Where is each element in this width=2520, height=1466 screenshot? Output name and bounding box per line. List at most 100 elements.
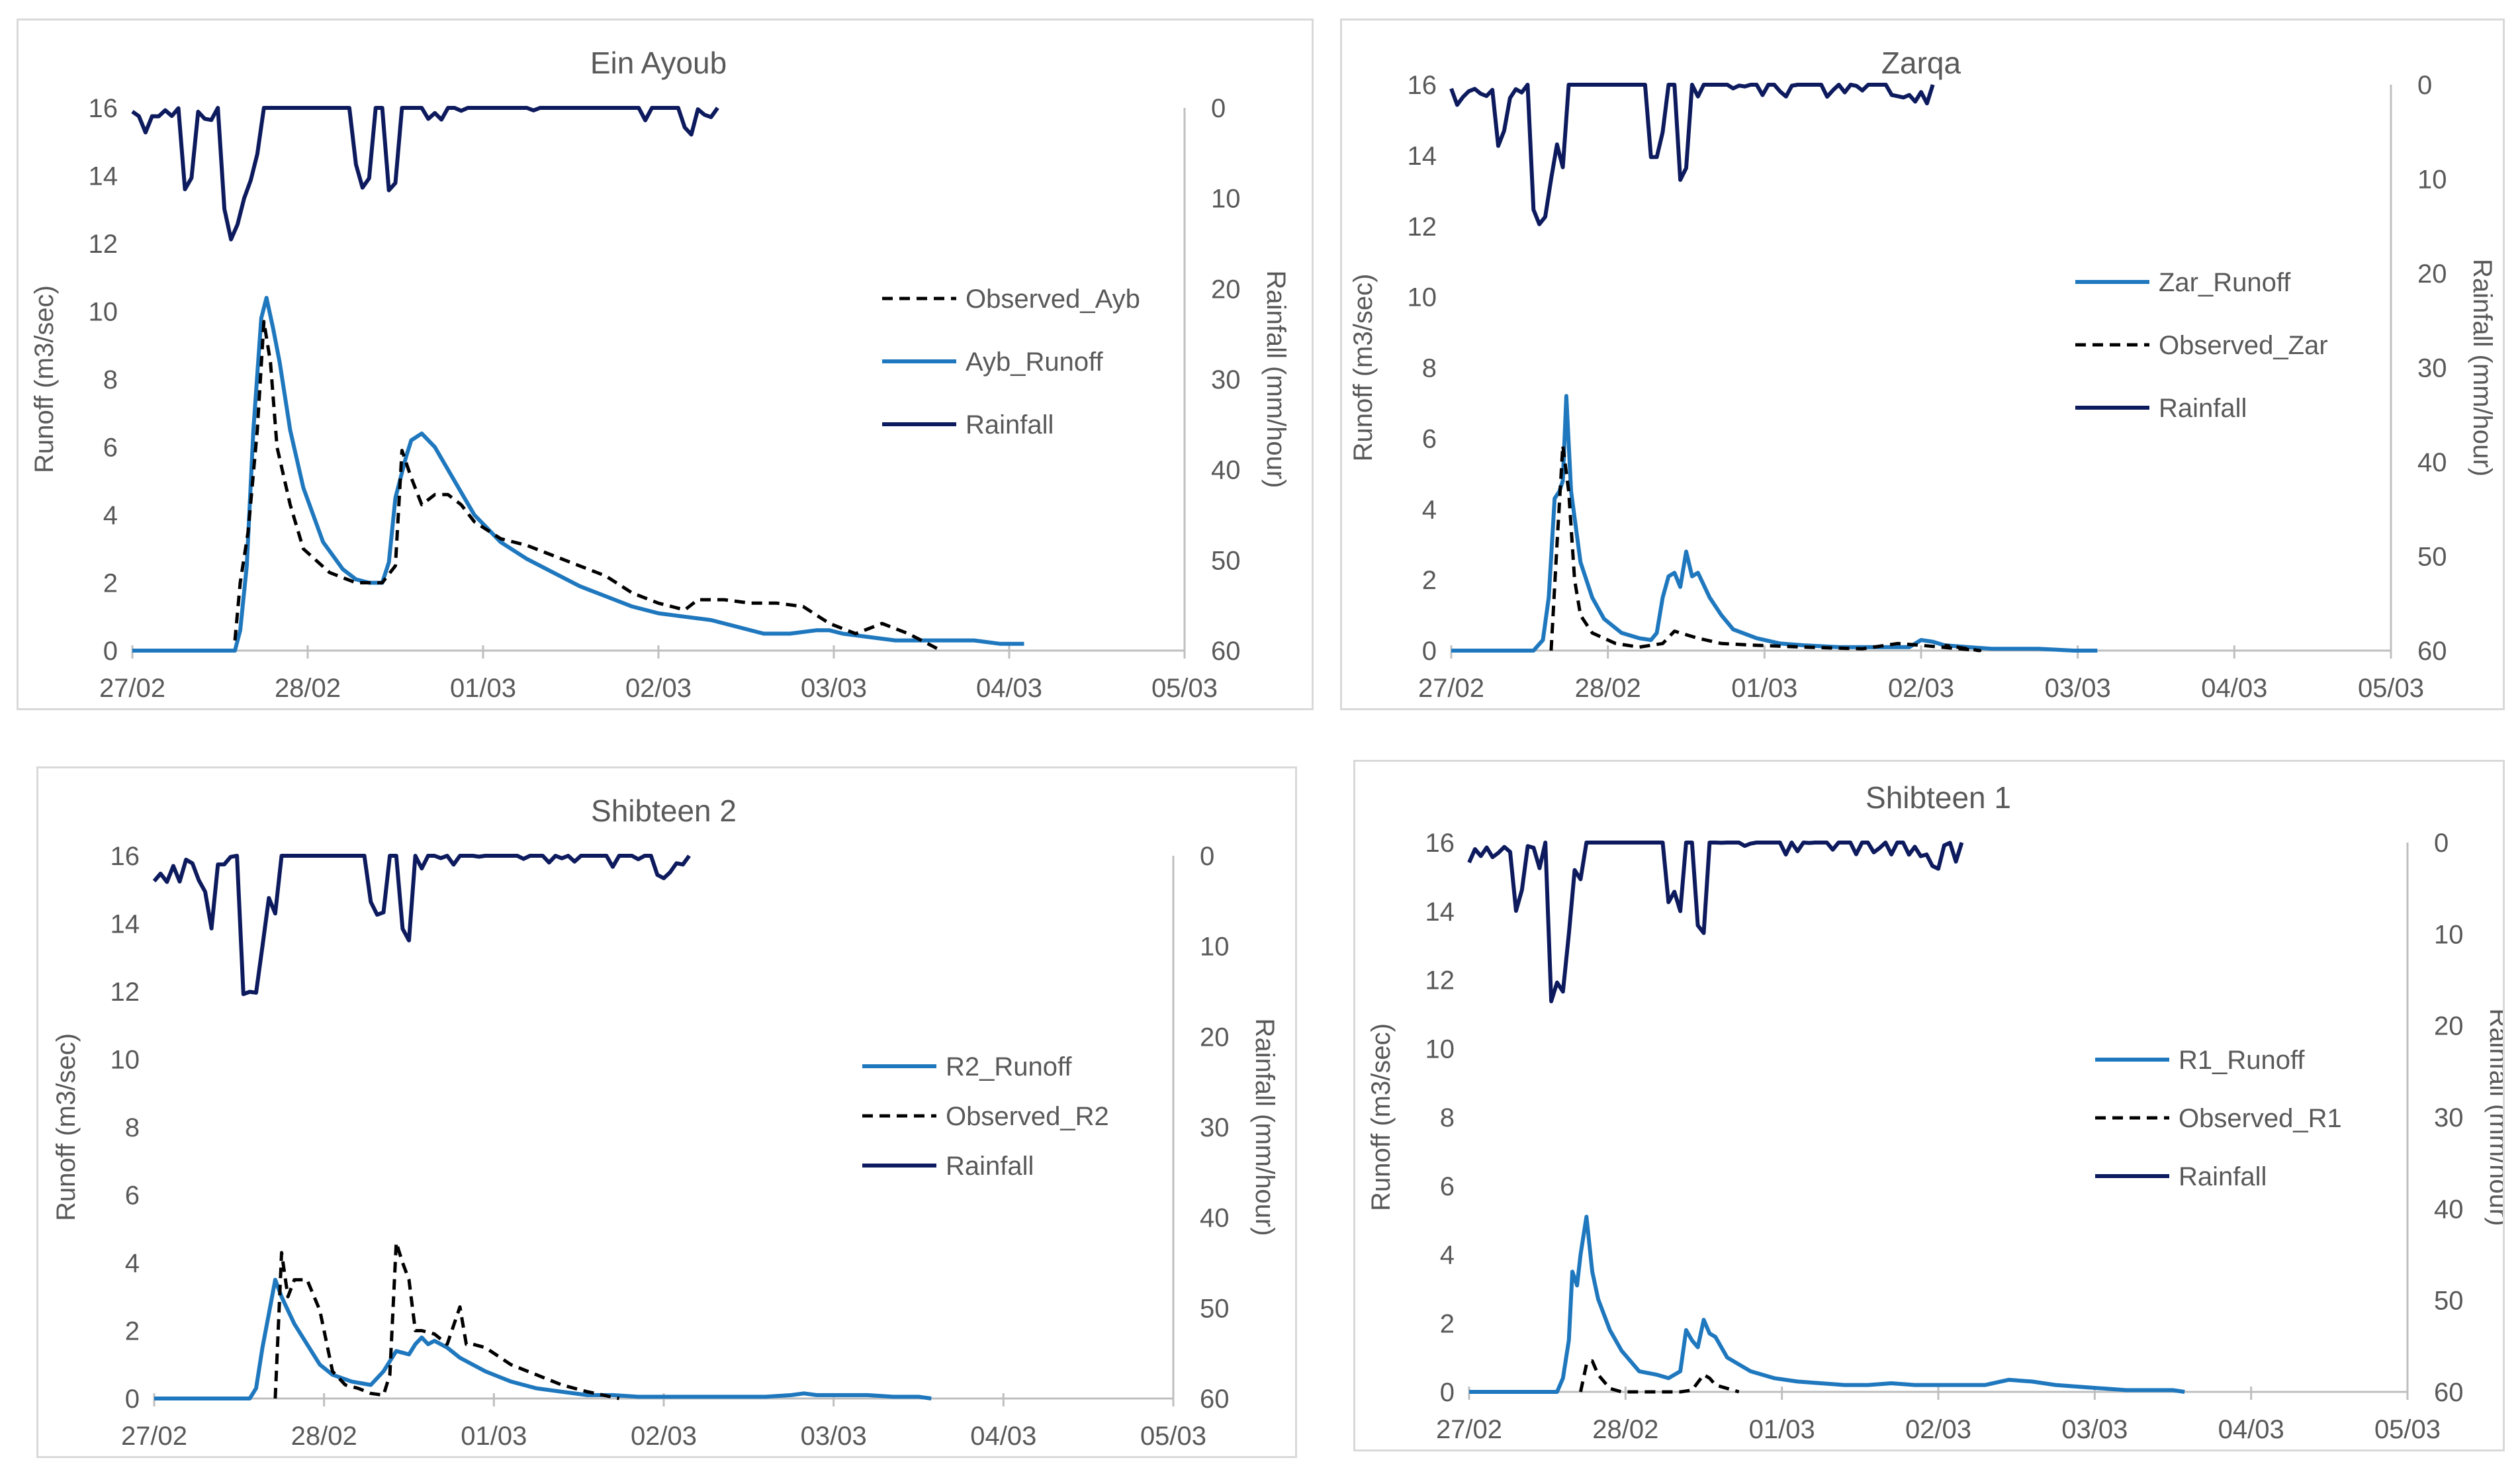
y-axis-label: Runoff (m3/sec)	[1367, 1023, 1396, 1211]
y2-tick-label: 30	[2417, 354, 2447, 383]
x-tick-label: 01/03	[450, 674, 516, 703]
y-tick-label: 6	[1440, 1172, 1455, 1201]
y2-tick-label: 60	[2434, 1378, 2464, 1407]
y2-axis-label: Rainfall (mm/hour)	[2484, 1009, 2503, 1226]
y2-tick-label: 10	[1200, 933, 1230, 962]
y2-tick-label: 10	[2417, 165, 2447, 195]
y2-tick-label: 20	[2417, 259, 2447, 289]
x-tick-label: 04/03	[976, 674, 1042, 703]
y-tick-label: 14	[111, 910, 140, 939]
x-tick-label: 27/02	[99, 674, 165, 703]
y-tick-label: 10	[111, 1046, 140, 1075]
series-line-rainfall	[131, 106, 719, 242]
x-tick-label: 02/03	[1888, 674, 1954, 703]
x-tick-label: 05/03	[1140, 1422, 1206, 1451]
y2-tick-label: 0	[1200, 842, 1214, 871]
chart-panel-shibteen-2: Shibteen 2 27/02 28/02 01/03 02/03 03/03 04/03…	[36, 766, 1297, 1458]
y-tick-label: 16	[111, 842, 140, 871]
legend-label: Rainfall	[2179, 1162, 2267, 1191]
legend-label: Observed_R1	[2179, 1104, 2342, 1133]
y2-tick-label: 50	[1200, 1294, 1230, 1323]
x-tick-label: 02/03	[625, 674, 692, 703]
chart-panel-shibteen-1: Shibteen 1 27/02 28/02 01/03 02/03 03/03 04/03…	[1353, 760, 2513, 1451]
chart-panel-zarqa: Zarqa 27/02 28/02 01/03 02/03 03/03 04/03 05/03…	[1340, 19, 2505, 710]
y-tick-label: 14	[1425, 897, 1455, 927]
y-tick-label: 10	[89, 298, 118, 327]
y2-tick-label: 20	[1200, 1023, 1230, 1052]
x-tick-label: 27/02	[1418, 674, 1484, 703]
x-tick-label: 03/03	[2045, 674, 2111, 703]
x-tick-label: 03/03	[801, 1422, 867, 1451]
chart-title: Shibteen 1	[1866, 780, 2011, 815]
legend-label: R1_Runoff	[2179, 1046, 2305, 1075]
legend-label: Ayb_Runoff	[966, 347, 1103, 377]
x-tick-label: 27/02	[1436, 1415, 1502, 1444]
chart-title: Shibteen 2	[591, 794, 737, 828]
x-tick-label: 03/03	[801, 674, 867, 703]
series-line-observed-r1	[1578, 1359, 1740, 1394]
y2-tick-label: 10	[1211, 185, 1241, 214]
series-line-zar-runoff	[1451, 394, 2098, 653]
y2-tick-label: 30	[1211, 365, 1241, 394]
chart-shibteen-1: Shibteen 1 27/02 28/02 01/03 02/03 03/03 04/03…	[1367, 780, 2513, 1444]
legend-label: Observed_Ayb	[966, 285, 1140, 314]
y-tick-label: 16	[1408, 71, 1437, 100]
y-tick-label: 2	[1440, 1309, 1455, 1338]
legend-label: Observed_R2	[946, 1102, 1109, 1131]
y-tick-label: 4	[1440, 1241, 1455, 1270]
chart-shibteen-2: Shibteen 2 27/02 28/02 01/03 02/03 03/03 04/03…	[52, 794, 1279, 1451]
legend-label: Rainfall	[946, 1152, 1034, 1181]
legend-label: R2_Runoff	[946, 1052, 1072, 1081]
y2-tick-label: 50	[2417, 543, 2447, 572]
y-tick-label: 16	[1425, 829, 1455, 858]
y2-axis-label: Rainfall (mm/hour)	[2468, 259, 2497, 477]
series-line-observed-ayb	[233, 320, 942, 653]
legend-label: Zar_Runoff	[2159, 268, 2291, 297]
y-tick-label: 12	[111, 978, 140, 1007]
x-tick-label: 28/02	[291, 1422, 357, 1451]
y2-tick-label: 0	[2434, 829, 2449, 858]
y-tick-label: 8	[125, 1113, 140, 1142]
y2-tick-label: 30	[2434, 1103, 2464, 1132]
series-line-ayb-runoff	[132, 296, 1024, 653]
y-tick-label: 0	[103, 637, 118, 666]
x-tick-label: 01/03	[1731, 674, 1797, 703]
x-tick-label: 04/03	[2218, 1415, 2284, 1444]
y2-tick-label: 20	[2434, 1012, 2464, 1041]
x-tick-label: 28/02	[1575, 674, 1641, 703]
y-tick-label: 10	[1425, 1034, 1455, 1064]
series-line-observed-zar	[1549, 443, 1982, 653]
y-tick-label: 0	[125, 1385, 140, 1414]
y2-axis-label: Rainfall (mm/hour)	[1250, 1019, 1279, 1236]
y2-tick-label: 30	[1200, 1113, 1230, 1142]
series-line-r2-runoff	[154, 1277, 932, 1400]
y2-tick-label: 0	[2417, 71, 2432, 100]
chart-ein-ayoub: Ein Ayoub 27/02 28/02 01/03 02/03 03/03 04/03 0…	[30, 46, 1290, 703]
chart-zarqa: Zarqa 27/02 28/02 01/03 02/03 03/03 04/03 05/03…	[1349, 46, 2497, 703]
legend-label: Observed_Zar	[2159, 331, 2328, 360]
x-tick-label: 05/03	[2358, 674, 2424, 703]
y-axis-label: Runoff (m3/sec)	[1349, 274, 1378, 462]
y-tick-label: 10	[1408, 283, 1437, 312]
y-tick-label: 0	[1440, 1378, 1455, 1407]
y-tick-label: 8	[103, 365, 118, 394]
y-tick-label: 6	[103, 434, 118, 463]
x-tick-label: 02/03	[1905, 1415, 1971, 1444]
x-tick-label: 27/02	[121, 1422, 187, 1451]
y-tick-label: 2	[1422, 566, 1437, 595]
y2-tick-label: 40	[2434, 1195, 2464, 1224]
y-axis-label: Runoff (m3/sec)	[30, 285, 59, 473]
y2-tick-label: 40	[1200, 1204, 1230, 1233]
chart-title: Ein Ayoub	[590, 46, 727, 80]
y2-tick-label: 20	[1211, 275, 1241, 304]
x-tick-label: 04/03	[2201, 674, 2267, 703]
y-tick-label: 8	[1440, 1103, 1455, 1132]
y-tick-label: 0	[1422, 637, 1437, 666]
chart-title: Zarqa	[1881, 46, 1961, 80]
y2-tick-label: 40	[2417, 448, 2447, 477]
y-tick-label: 2	[125, 1317, 140, 1346]
y-tick-label: 4	[125, 1249, 140, 1278]
y-axis-label: Runoff (m3/sec)	[52, 1033, 81, 1221]
series-line-rainfall	[1467, 841, 1964, 1003]
y2-axis-label: Rainfall (mm/hour)	[1261, 271, 1290, 488]
